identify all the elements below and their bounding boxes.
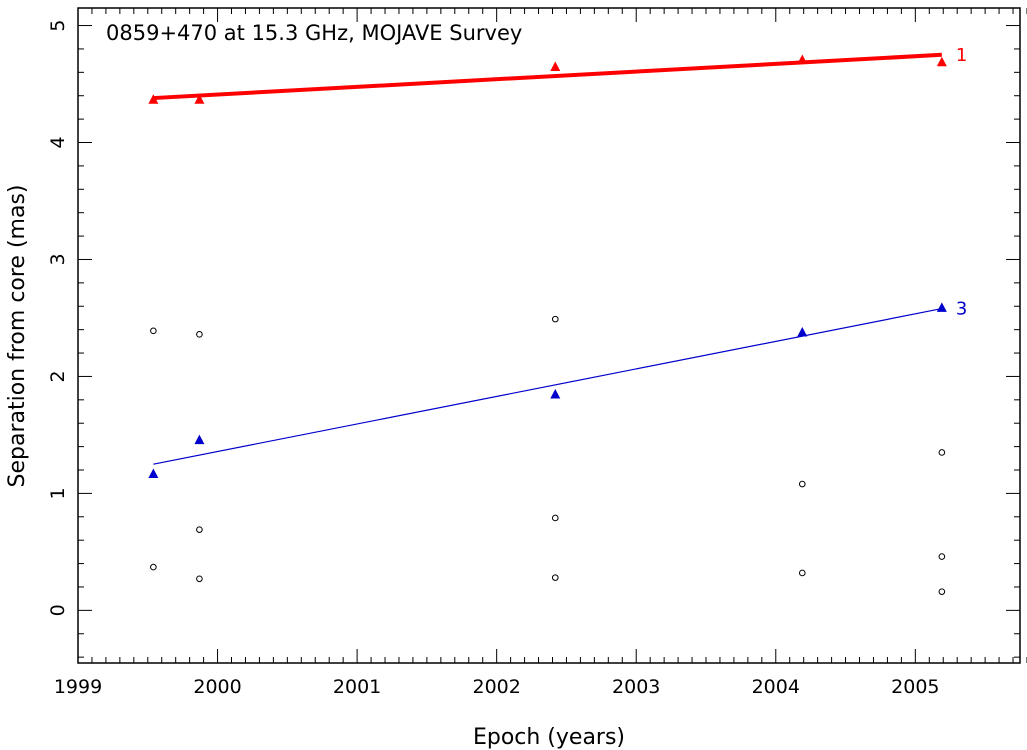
data-point [551, 514, 559, 522]
x-tick-label: 2000 [193, 676, 241, 698]
data-point [551, 574, 559, 581]
fit-label-3: 3 [956, 299, 967, 320]
data-point [798, 480, 806, 488]
data-point [938, 588, 946, 595]
data-point [797, 54, 808, 64]
y-tick-label: 1 [47, 487, 69, 499]
data-point [148, 94, 159, 104]
x-tick-label: 2002 [472, 676, 520, 698]
x-axis-title: Epoch (years) [473, 725, 625, 750]
axis-ticks [77, 8, 1027, 663]
data-point [196, 331, 203, 338]
data-point [150, 563, 157, 571]
data-point [194, 434, 205, 445]
y-axis-title: Separation from core (mas) [5, 185, 30, 488]
plot-frame [77, 7, 1021, 664]
x-tick-label: 1999 [54, 676, 102, 698]
data-point [798, 569, 806, 577]
data-point [150, 327, 157, 335]
fit-lines [153, 52, 942, 465]
data-point [550, 61, 561, 71]
data-point [936, 302, 947, 312]
y-tick-label: 3 [47, 253, 69, 265]
fit-line-1 [153, 52, 942, 101]
data-point [936, 56, 947, 67]
data-point [938, 553, 946, 560]
data-point [196, 575, 203, 583]
y-tick-label: 4 [47, 136, 69, 148]
y-tick-label: 0 [47, 604, 69, 616]
chart-title: 0859+470 at 15.3 GHz, MOJAVE Survey [106, 21, 522, 45]
data-points [148, 54, 947, 595]
x-tick-label: 2003 [612, 676, 660, 698]
data-point [148, 468, 159, 479]
fit-labels: 13 [956, 45, 967, 320]
x-tick-label: 2004 [752, 676, 800, 698]
x-tick-label: 2005 [891, 676, 939, 698]
axis-tick-labels: 1999 2000 2001 2002 2003 2004 2005 0 1 2 3 4 5 [47, 19, 940, 698]
data-point [550, 388, 561, 399]
data-point [551, 315, 559, 323]
data-point [194, 94, 205, 104]
data-point [196, 526, 203, 533]
x-tick-label: 2001 [333, 676, 381, 698]
y-tick-label: 2 [47, 370, 69, 382]
fit-label-1: 1 [956, 45, 967, 66]
data-point [797, 326, 808, 337]
y-tick-label: 5 [47, 19, 69, 31]
data-point [938, 449, 946, 456]
fit-line-3 [153, 308, 942, 465]
